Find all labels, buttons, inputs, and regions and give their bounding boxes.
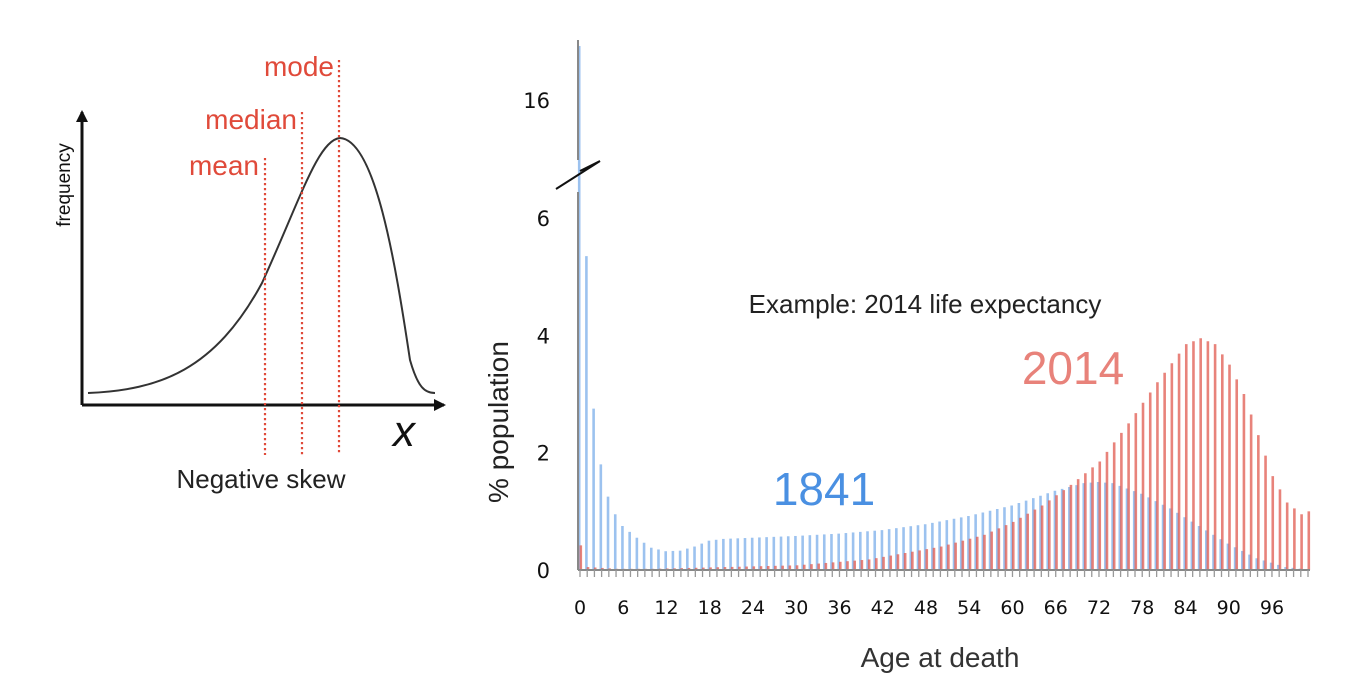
- skew-diagram: mean median mode frequency x Negative sk…: [54, 51, 446, 494]
- mode-label: mode: [264, 51, 334, 82]
- bars-2014: [579, 338, 1311, 570]
- x-minor-ticks: [579, 570, 1309, 577]
- x-tick-label: 24: [741, 597, 765, 619]
- x-tick-label: 96: [1260, 597, 1284, 619]
- x-tick-label: 12: [654, 597, 678, 619]
- median-label: median: [205, 104, 297, 135]
- frequency-axis-label: frequency: [54, 143, 75, 227]
- x-tick-label: 48: [914, 597, 938, 619]
- x-tick-label: 18: [698, 597, 722, 619]
- x-tick-label: 54: [957, 597, 981, 619]
- y-tick-label: 6: [537, 207, 550, 231]
- skew-caption: Negative skew: [176, 464, 345, 494]
- chart-x-axis-label: Age at death: [861, 642, 1020, 673]
- bars-1841: [577, 46, 1309, 570]
- chart-y-axis-label: % population: [483, 341, 514, 503]
- x-tick-label: 60: [1000, 597, 1024, 619]
- x-tick-label: 6: [617, 597, 629, 619]
- mean-label: mean: [189, 150, 259, 181]
- y-tick-label: 16: [523, 89, 550, 113]
- axis-break-symbol: [555, 160, 601, 190]
- x-tick-label: 72: [1087, 597, 1111, 619]
- y-tick-label: 2: [537, 442, 550, 466]
- x-tick-labels: 0 6 12 18 24 30 36 42 48 54 60 66 72 78 84 90 96: [574, 597, 1284, 619]
- x-tick-label: 66: [1044, 597, 1068, 619]
- x-tick-label: 30: [784, 597, 808, 619]
- chart-annotation: Example: 2014 life expectancy: [749, 289, 1102, 319]
- y-tick-labels: 0 2 4 6 16: [523, 89, 550, 583]
- y-tick-label: 0: [537, 559, 550, 583]
- x-tick-label: 0: [574, 597, 586, 619]
- x-tick-label: 42: [871, 597, 895, 619]
- y-tick-label: 4: [537, 324, 550, 348]
- x-tick-label: 84: [1173, 597, 1197, 619]
- series-label-1841: 1841: [773, 463, 875, 515]
- x-tick-label: 90: [1217, 597, 1241, 619]
- series-label-2014: 2014: [1022, 342, 1124, 394]
- x-symbol: x: [391, 407, 417, 456]
- skew-density-curve: [87, 136, 436, 394]
- x-tick-label: 78: [1130, 597, 1154, 619]
- x-tick-label: 36: [827, 597, 851, 619]
